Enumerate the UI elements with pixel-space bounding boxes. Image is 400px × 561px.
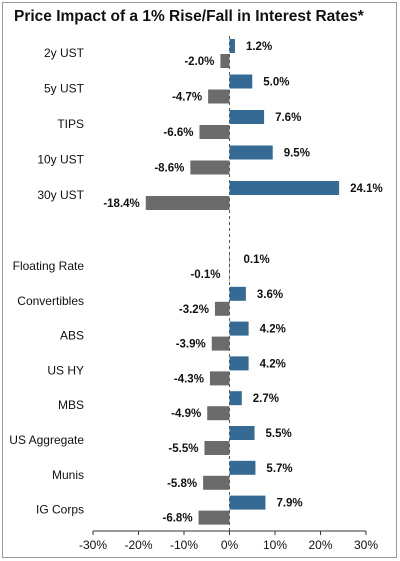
bar-rise-10y-ust [229,145,273,160]
x-tick-label: 30% [354,538,378,552]
value-label-rise-tips: 7.6% [275,112,301,124]
category-label-convertibles: Convertibles [17,294,84,308]
category-label-tips: TIPS [57,117,84,131]
category-label-munis: Munis [52,468,84,482]
chart-frame [2,2,397,558]
value-label-rise-30y-ust: 24.1% [350,183,383,195]
bar-rise-munis [229,460,256,475]
category-label-us-aggregate: US Aggregate [9,433,84,447]
value-label-fall-tips: -6.6% [163,127,193,139]
category-label-2y-ust: 2y UST [44,46,85,60]
value-label-fall-convertibles: -3.2% [179,304,209,316]
x-tick-label: -30% [79,538,107,552]
value-label-fall-munis: -5.8% [167,478,197,490]
bar-rise-abs [229,321,249,336]
value-label-fall-floating-rate: -0.1% [190,269,220,281]
bar-fall-munis [203,475,230,490]
x-tick-label: -10% [170,538,198,552]
value-label-fall-30y-ust: -18.4% [103,198,139,210]
value-label-fall-2y-ust: -2.0% [184,56,214,68]
bar-rise-convertibles [229,286,246,301]
category-label-floating-rate: Floating Rate [13,259,85,273]
value-label-fall-10y-ust: -8.6% [154,163,184,175]
bar-fall-mbs [207,406,230,421]
bar-fall-abs [211,336,230,351]
value-label-fall-5y-ust: -4.7% [172,92,202,104]
bar-fall-convertibles [214,301,230,316]
value-label-rise-floating-rate: 0.1% [244,254,270,266]
category-label-mbs: MBS [58,398,84,412]
bar-fall-ig-corps [198,510,230,525]
bar-fall-us-aggregate [204,441,230,455]
value-label-fall-mbs: -4.9% [171,408,201,420]
bar-fall-5y-ust [208,89,230,104]
bar-fall-tips [199,125,230,139]
value-label-rise-convertibles: 3.6% [257,289,283,301]
chart-title: Price Impact of a 1% Rise/Fall in Intere… [14,8,364,25]
value-label-rise-10y-ust: 9.5% [284,148,310,160]
bar-rise-5y-ust [229,74,253,89]
value-label-rise-ig-corps: 7.9% [276,498,302,510]
bar-fall-2y-ust [220,54,230,68]
category-label-5y-ust: 5y UST [44,82,85,96]
value-label-rise-mbs: 2.7% [253,393,279,405]
bar-fall-us-hy [209,371,230,386]
x-tick-label: -20% [124,538,152,552]
category-label-abs: ABS [60,329,84,343]
value-label-fall-abs: -3.9% [176,339,206,351]
x-tick-label: 10% [263,538,287,552]
value-label-rise-abs: 4.2% [260,324,286,336]
value-label-rise-2y-ust: 1.2% [246,41,272,53]
category-label-us-hy: US HY [47,363,84,377]
bar-rise-tips [229,110,265,124]
value-label-rise-us-hy: 4.2% [260,358,286,370]
bar-rise-us-aggregate [229,426,255,440]
bar-rise-30y-ust [229,181,340,195]
bar-fall-10y-ust [190,160,230,175]
bar-rise-mbs [229,391,242,406]
value-label-rise-us-aggregate: 5.5% [266,428,292,440]
bar-rise-2y-ust [229,39,235,53]
x-tick-label: 0% [221,538,239,552]
bar-fall-30y-ust [145,196,230,210]
bar-rise-us-hy [229,356,249,371]
category-label-30y-ust: 30y UST [37,188,84,202]
x-tick-label: 20% [308,538,332,552]
bar-rise-ig-corps [229,495,266,510]
value-label-fall-us-hy: -4.3% [174,373,204,385]
value-label-rise-munis: 5.7% [266,463,292,475]
value-label-fall-ig-corps: -6.8% [163,513,193,525]
value-label-rise-5y-ust: 5.0% [263,77,289,89]
category-label-10y-ust: 10y UST [37,153,84,167]
value-label-fall-us-aggregate: -5.5% [168,443,198,455]
category-label-ig-corps: IG Corps [36,503,84,517]
